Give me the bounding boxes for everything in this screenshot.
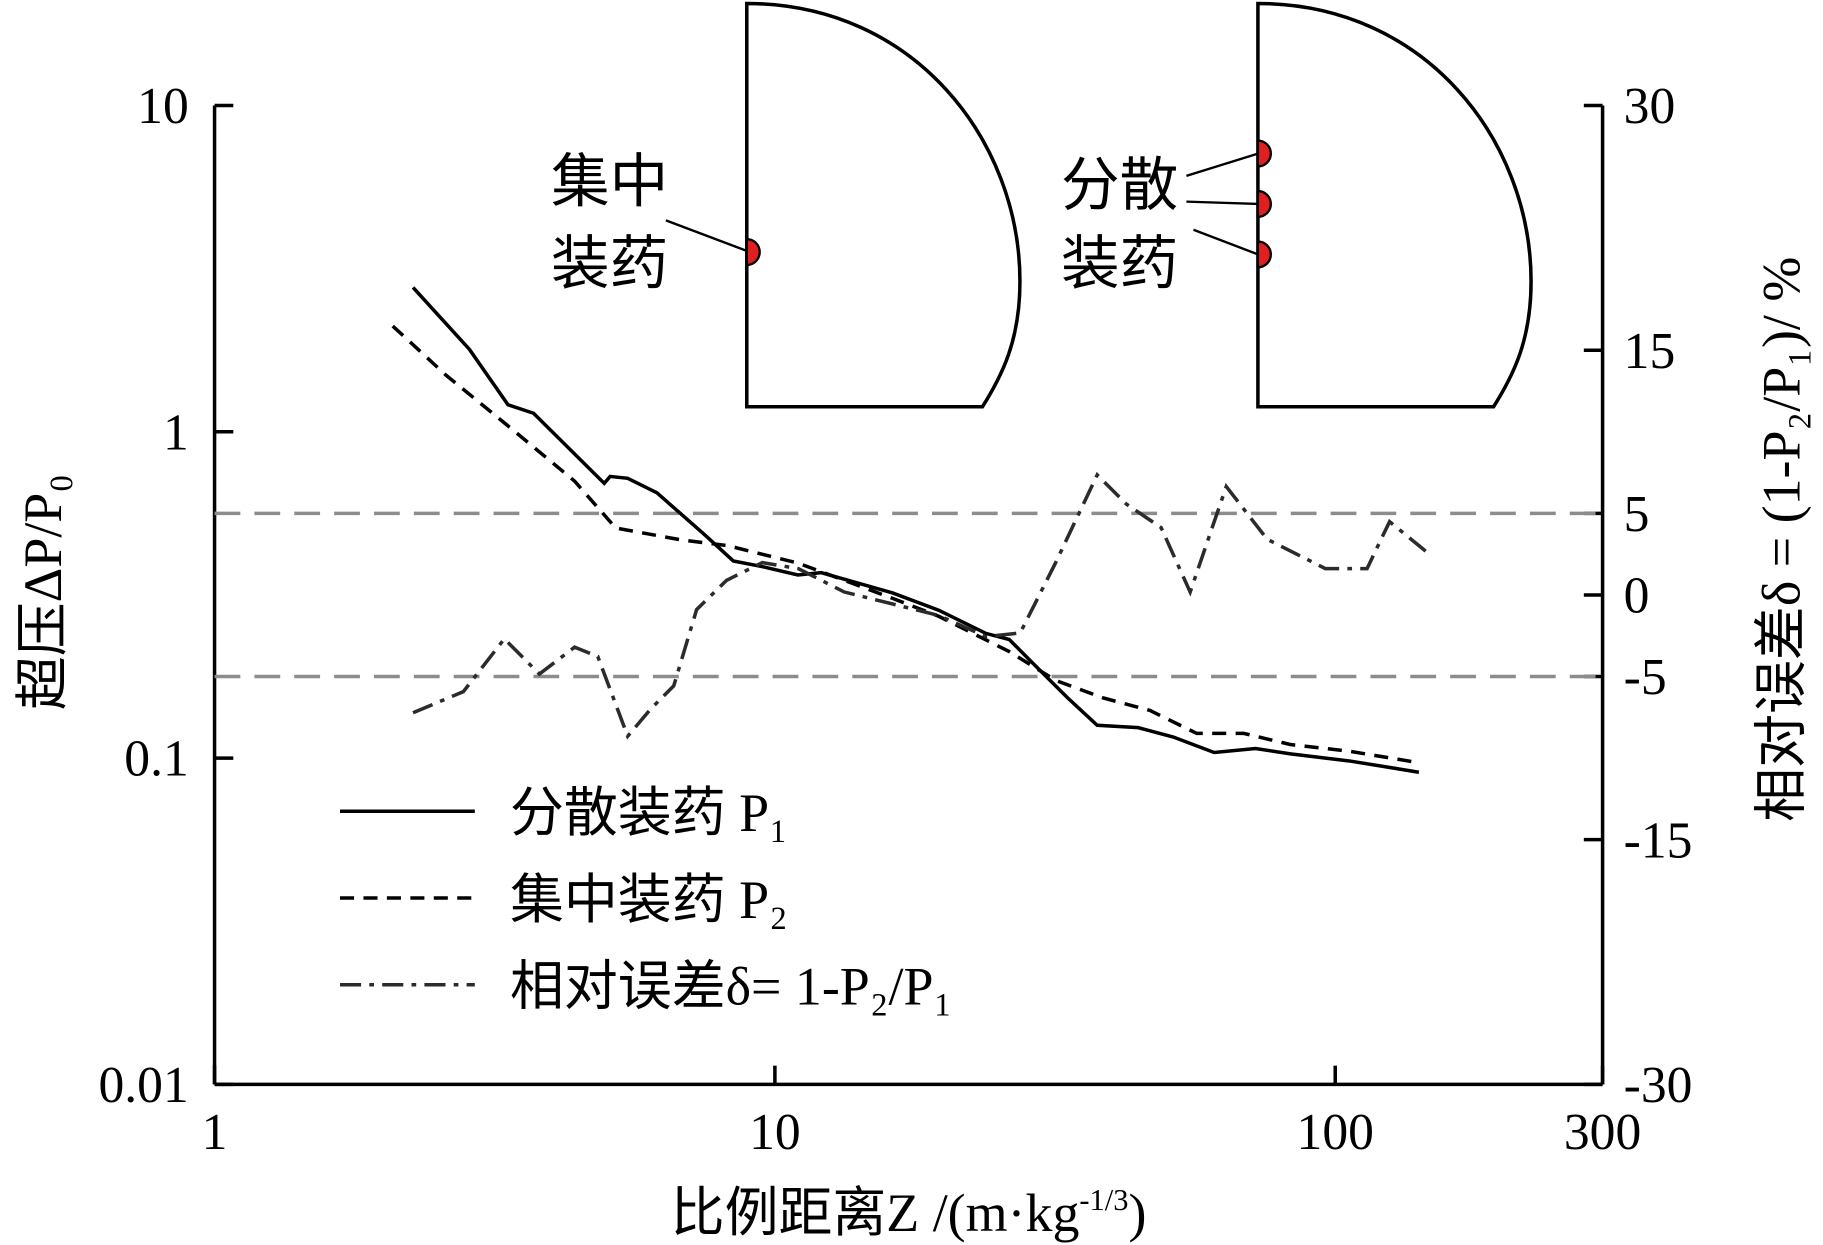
inset-distributed <box>1186 1 1533 409</box>
inset-concentrated <box>665 1 1022 409</box>
y2-tick-label: -30 <box>1624 1057 1693 1114</box>
legend-label: 分散装药 P₁ <box>510 783 788 843</box>
charge-dot <box>1256 139 1272 168</box>
leader-line <box>1193 228 1259 256</box>
annotation: 集中 <box>551 148 668 216</box>
y2-axis-label: 相对误差δ = (1-P₂/P₁)/ % <box>1752 257 1812 822</box>
series-line <box>411 286 1420 774</box>
legend-label: 相对误差δ= 1-P₂/P₁ <box>510 957 952 1017</box>
legend-label: 集中装药 P₂ <box>510 870 788 930</box>
y-tick-label: 10 <box>137 78 189 135</box>
series-line <box>391 324 1420 765</box>
x-label-part: -1/3 <box>1079 1183 1128 1217</box>
y-tick-label: 0.01 <box>99 1057 189 1114</box>
leader-line <box>1186 200 1258 206</box>
y2-tick-label: -15 <box>1624 812 1693 869</box>
leader-line <box>665 219 748 252</box>
x-tick-label: 300 <box>1564 1104 1641 1161</box>
y2-tick-label: 5 <box>1624 486 1650 543</box>
charge-dot <box>1256 189 1272 219</box>
y-axis-label: 超压ΔP/P₀ <box>13 474 73 710</box>
x-label-part: 比例距离 <box>671 1181 887 1244</box>
charge-dot <box>745 237 761 267</box>
inset-shape <box>1256 1 1533 409</box>
y2-tick-label: -5 <box>1624 649 1667 706</box>
annotation: 装药 <box>1061 230 1178 298</box>
x-tick-label: 1 <box>202 1104 228 1161</box>
y2-tick-label: 0 <box>1624 568 1650 625</box>
x-tick-label: 10 <box>749 1104 801 1161</box>
x-tick-label: 100 <box>1297 1104 1374 1161</box>
x-axis-label: 比例距离Z /(m·kg-1/3) <box>671 1181 1147 1244</box>
leader-line <box>1186 152 1259 177</box>
x-label-part: Z /(m·kg <box>886 1183 1079 1243</box>
annotation: 分散 <box>1061 151 1178 219</box>
y2-tick-label: 15 <box>1624 323 1676 380</box>
annotation: 装药 <box>551 230 668 298</box>
inset-shape <box>745 1 1022 409</box>
y2-tick-label: 30 <box>1624 78 1676 135</box>
charge-dot <box>1256 240 1272 269</box>
series-line <box>412 471 1427 740</box>
y-tick-label: 0.1 <box>124 731 188 788</box>
x-label-part: ) <box>1129 1183 1147 1243</box>
y-tick-label: 1 <box>163 404 189 461</box>
